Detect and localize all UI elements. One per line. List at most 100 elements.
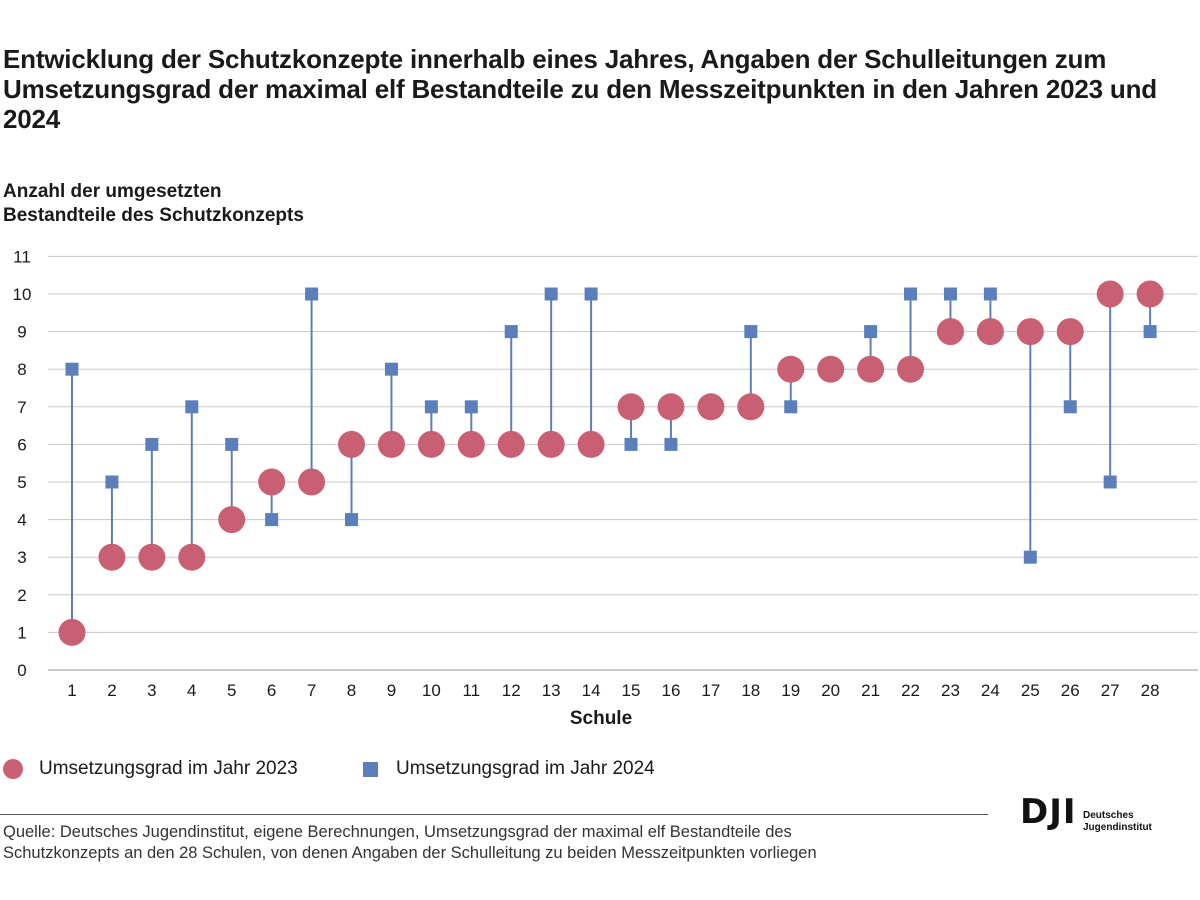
point-2024 [904,287,918,301]
dji-logo-line-1: Deutsches [1083,810,1134,821]
point-2023 [1096,280,1124,308]
legend-item-2023: Umsetzungsgrad im Jahr 2023 [3,758,298,780]
point-2023 [657,393,685,421]
chart-title: Entwicklung der Schutzkonzepte innerhalb… [3,44,1157,134]
x-tick-label: 27 [1101,681,1120,700]
legend-label-2023: Umsetzungsgrad im Jahr 2023 [39,758,298,779]
legend-item-2024: Umsetzungsgrad im Jahr 2024 [361,758,655,780]
x-tick-label: 15 [622,681,641,700]
point-2023 [178,543,206,571]
point-2024 [265,513,279,527]
y-tick-label: 6 [17,435,26,454]
x-axis-label: Schule [570,708,632,729]
dji-logo-mark: DJI [1020,792,1077,832]
x-tick-labels: 1 2 3 4 5 6 7 8 9 10 11 12 13 14 15 16 17 18 19 20 21 22 23 24 2… [67,681,1159,700]
point-2023 [457,430,485,458]
point-2023 [338,430,366,458]
point-2023 [697,393,725,421]
source-line-1: Quelle: Deutsches Jugendinstitut, eigene… [3,823,792,841]
point-2023 [258,468,286,496]
point-2024 [943,287,957,301]
gridlines [48,255,1198,671]
point-2023 [138,543,166,571]
source-line-2: Schutzkonzepts an den 28 Schulen, von de… [3,844,817,862]
x-tick-label: 10 [422,681,441,700]
x-tick-label: 19 [781,681,800,700]
legend-square-icon [363,761,378,777]
point-2024 [744,325,758,339]
x-tick-label: 12 [502,681,521,700]
y-tick-label: 4 [17,511,26,530]
point-2023 [737,393,765,421]
x-tick-label: 14 [582,681,601,700]
y-tick-labels: 0 1 2 3 4 5 6 7 8 9 10 11 [13,247,32,680]
x-tick-label: 7 [307,681,316,700]
point-2024 [544,287,558,301]
x-tick-label: 21 [861,681,880,700]
point-2024 [584,287,598,301]
point-2024 [664,437,678,451]
point-2024 [105,475,119,489]
x-tick-label: 9 [387,681,396,700]
point-2023 [936,318,964,346]
point-2023 [897,355,925,383]
point-2024 [1063,400,1077,414]
point-2023 [1056,318,1084,346]
point-2024 [65,362,79,376]
point-2023 [497,430,525,458]
point-2024 [145,437,159,451]
legend-label-2024: Umsetzungsgrad im Jahr 2024 [396,758,655,779]
point-2023 [857,355,885,383]
point-2023 [617,393,645,421]
series-2023-markers [58,280,1164,646]
y-axis-label-line-1: Anzahl der umgesetzten [3,181,222,202]
x-tick-label: 20 [821,681,840,700]
x-tick-label: 23 [941,681,960,700]
point-2024 [305,287,319,301]
point-2024 [225,437,239,451]
point-2023 [58,618,86,646]
point-2023 [98,543,126,571]
source-note: Quelle: Deutsches Jugendinstitut, eigene… [3,822,983,864]
point-2023 [577,430,605,458]
point-2024 [624,437,638,451]
x-tick-label: 5 [227,681,236,700]
point-2023 [1016,318,1044,346]
point-2024 [1023,550,1037,564]
point-2023 [298,468,326,496]
y-tick-label: 10 [13,285,32,304]
point-2023 [537,430,565,458]
y-tick-label: 3 [17,548,26,567]
connectors [71,294,1152,633]
x-tick-label: 1 [67,681,76,700]
dji-logo-text: Deutsches Jugendinstitut [1083,810,1152,834]
x-tick-label: 4 [187,681,196,700]
x-tick-label: 6 [267,681,276,700]
point-2023 [218,506,246,534]
x-tick-label: 25 [1021,681,1040,700]
point-2023 [1136,280,1164,308]
x-tick-label: 17 [701,681,720,700]
legend-circle-icon [3,759,23,779]
point-2024 [864,325,878,339]
x-tick-label: 3 [147,681,156,700]
x-tick-label: 24 [981,681,1000,700]
point-2024 [464,400,478,414]
y-axis-label: Anzahl der umgesetzten Bestandteile des … [3,180,304,228]
y-tick-label: 5 [17,473,26,492]
x-tick-label: 8 [347,681,356,700]
y-tick-label: 2 [17,586,26,605]
source-divider [0,814,988,815]
x-tick-label: 11 [462,681,480,700]
point-2023 [777,355,805,383]
y-tick-label: 9 [17,323,26,342]
y-axis-label-line-2: Bestandteile des Schutzkonzepts [3,205,304,226]
point-2023 [417,430,445,458]
y-tick-label: 8 [17,360,26,379]
point-2024 [345,513,359,527]
point-2024 [384,362,398,376]
y-tick-label: 0 [17,661,26,680]
point-2024 [504,325,518,339]
dji-logo-line-2: Jugendinstitut [1083,822,1152,833]
